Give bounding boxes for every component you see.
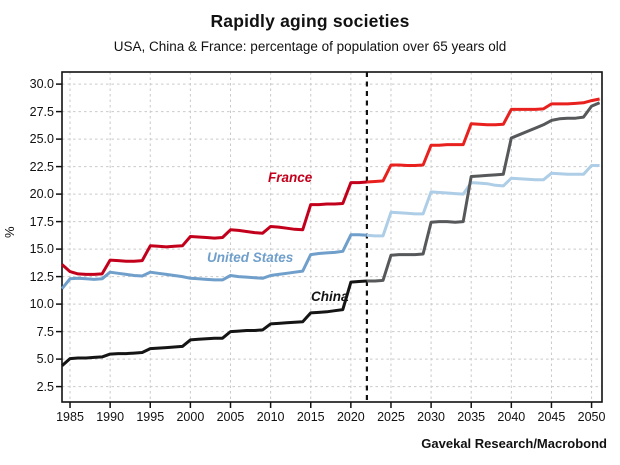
series-label-china: China xyxy=(311,289,349,304)
series-line-china-actual xyxy=(61,279,367,367)
x-tick-label: 1985 xyxy=(56,410,84,424)
x-tick-label: 2015 xyxy=(296,410,325,424)
y-tick-label: 17.5 xyxy=(29,214,54,229)
y-tick-label: 15.0 xyxy=(29,242,54,257)
chart-title: Rapidly aging societies xyxy=(210,11,410,31)
y-tick-label: 7.5 xyxy=(36,324,54,339)
y-tick-label: 5.0 xyxy=(36,352,54,367)
y-tick-label: 30.0 xyxy=(29,77,54,92)
series-label-united-states: United States xyxy=(207,250,294,265)
source-credit: Gavekal Research/Macrobond xyxy=(421,436,607,451)
x-tick-label: 2035 xyxy=(457,410,486,424)
chart-subtitle: USA, China & France: percentage of popul… xyxy=(113,39,507,54)
plot-border xyxy=(61,71,603,403)
x-tick-label: 2025 xyxy=(377,410,405,424)
y-tick-label: 20.0 xyxy=(29,187,54,202)
series-line-united-states-forecast xyxy=(366,164,600,238)
series-line-france-actual xyxy=(61,180,368,276)
x-tick-label: 2050 xyxy=(577,410,606,424)
x-tick-label: 1990 xyxy=(96,410,125,424)
series-line-france-forecast xyxy=(366,97,600,184)
x-tick-label: 2040 xyxy=(497,410,526,424)
y-tick-label: 27.5 xyxy=(29,104,54,119)
series-label-france: France xyxy=(268,170,313,185)
x-tick-label: 2005 xyxy=(216,410,245,424)
y-tick-label: 22.5 xyxy=(29,159,54,174)
y-tick-label: 12.5 xyxy=(29,269,54,284)
x-tick-label: 2020 xyxy=(336,410,365,424)
y-tick-label: 25.0 xyxy=(29,132,54,147)
x-tick-label: 2030 xyxy=(417,410,445,424)
series-line-china-forecast xyxy=(366,101,601,283)
series-line-united-states-actual xyxy=(60,233,367,290)
y-tick-label: 10.0 xyxy=(29,297,54,312)
x-tick-label: 2045 xyxy=(537,410,566,424)
x-tick-label: 2010 xyxy=(256,410,285,424)
y-tick-label: 2.5 xyxy=(36,379,54,394)
x-tick-label: 1995 xyxy=(136,410,165,424)
x-tick-label: 2000 xyxy=(176,410,205,424)
